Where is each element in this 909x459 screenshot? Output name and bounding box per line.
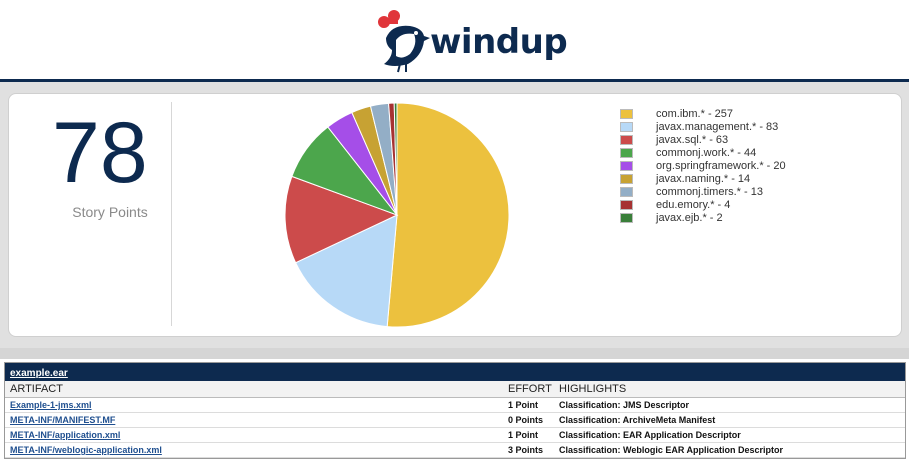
legend-swatch [620, 148, 633, 158]
story-points-label: Story Points [72, 204, 148, 220]
pie-slice [386, 102, 510, 328]
report-title-bar: example.ear [5, 363, 905, 381]
legend-label: javax.management.* - 83 [656, 121, 779, 133]
table-header: ARTIFACT EFFORT HIGHLIGHTS [5, 381, 905, 398]
header-artifact: ARTIFACT [10, 383, 63, 395]
section-separator [0, 348, 909, 359]
effort-cell: 3 Points [508, 445, 544, 455]
bird-logo-icon [378, 10, 430, 73]
highlights-cell: Classification: Weblogic EAR Application… [559, 445, 784, 455]
header-effort: EFFORT [508, 383, 552, 395]
legend-label: commonj.work.* - 44 [656, 147, 757, 159]
summary-divider [171, 102, 172, 326]
table-row: META-INF/MANIFEST.MF 0 Points Classifica… [5, 413, 905, 428]
brand-name: windup [430, 22, 568, 62]
highlights-cell: Classification: EAR Application Descript… [559, 430, 741, 440]
legend-swatch [620, 174, 633, 184]
legend-label: javax.sql.* - 63 [656, 134, 729, 146]
legend-label: javax.ejb.* - 2 [656, 212, 723, 224]
pie-slice [284, 175, 399, 264]
legend-swatch [620, 187, 633, 197]
pie-slice [393, 102, 398, 216]
legend-label: javax.naming.* - 14 [656, 173, 751, 185]
header-rule [0, 79, 909, 82]
effort-cell: 1 Point [508, 430, 539, 440]
artifact-link[interactable]: Example-1-jms.xml [10, 400, 92, 410]
page-header: windup [0, 0, 909, 79]
story-points-value: 78 [52, 105, 148, 201]
legend-swatch [620, 213, 633, 223]
report-table: example.ear ARTIFACT EFFORT HIGHLIGHTS E… [4, 362, 906, 459]
legend-swatch [620, 135, 633, 145]
legend-swatch [620, 161, 633, 171]
archive-link[interactable]: example.ear [10, 368, 68, 379]
legend-swatch [620, 122, 633, 132]
table-row: META-INF/weblogic-application.xml 3 Poin… [5, 443, 905, 458]
table-row: META-INF/application.xml 1 Point Classif… [5, 428, 905, 443]
artifact-link[interactable]: META-INF/MANIFEST.MF [10, 415, 116, 425]
pie-slice [294, 214, 398, 328]
legend-label: commonj.timers.* - 13 [656, 186, 763, 198]
package-pie-chart [284, 102, 510, 328]
highlights-cell: Classification: ArchiveMeta Manifest [559, 415, 716, 425]
artifact-link[interactable]: META-INF/weblogic-application.xml [10, 445, 162, 455]
legend-swatch [620, 109, 633, 119]
legend-label: com.ibm.* - 257 [656, 108, 734, 120]
effort-cell: 0 Points [508, 415, 544, 425]
table-row: Example-1-jms.xml 1 Point Classification… [5, 398, 905, 413]
effort-cell: 1 Point [508, 400, 539, 410]
legend-swatch [620, 200, 633, 210]
highlights-cell: Classification: JMS Descriptor [559, 400, 690, 410]
windup-logo: windup [372, 8, 568, 74]
artifact-link[interactable]: META-INF/application.xml [10, 430, 121, 440]
header-highlights: HIGHLIGHTS [559, 383, 627, 395]
legend-label: edu.emory.* - 4 [656, 199, 731, 211]
legend-label: org.springframework.* - 20 [656, 160, 786, 172]
